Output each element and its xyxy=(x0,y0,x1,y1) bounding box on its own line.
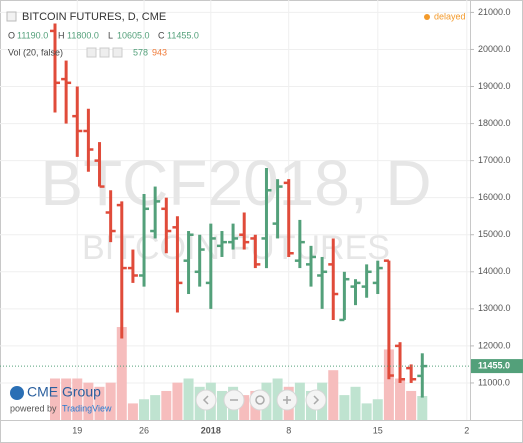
volume-bar xyxy=(72,378,83,420)
ohlc-key: H xyxy=(58,30,65,40)
last-price-label: 11455.0 xyxy=(478,360,510,370)
powered-by: powered by xyxy=(10,403,57,413)
y-tick-label: 17000.0 xyxy=(478,155,511,165)
volume-bar xyxy=(383,349,394,420)
x-tick-label: 15 xyxy=(373,425,383,435)
nav-buttons xyxy=(195,389,327,411)
logo-mark xyxy=(10,386,24,400)
volume-bar xyxy=(127,403,138,420)
ohlc-legend: O 11190.0 H 11800.0 L 10605.0 C 11455.0 xyxy=(8,30,199,40)
icon xyxy=(202,395,209,405)
volume-bar xyxy=(116,327,127,420)
settings-button[interactable] xyxy=(86,47,97,58)
y-tick-label: 12000.0 xyxy=(478,340,511,350)
ohlc-key: C xyxy=(158,30,165,40)
status: delayed xyxy=(434,11,466,21)
scroll-right-button[interactable] xyxy=(305,389,327,411)
volume-bar xyxy=(50,378,60,420)
volume-bar xyxy=(350,386,361,420)
x-tick-label: 19 xyxy=(72,425,82,435)
volume-bar xyxy=(216,390,227,420)
y-tick-label: 18000.0 xyxy=(478,118,511,128)
x-tick-label: 2018 xyxy=(201,425,221,435)
volume-bar xyxy=(361,403,372,420)
volume-bar xyxy=(172,382,183,420)
volume-bar xyxy=(105,382,116,420)
x-tick-label: 8 xyxy=(286,425,291,435)
volume-bar xyxy=(161,390,172,420)
x-tick-label: 2 xyxy=(464,425,469,435)
icon xyxy=(255,395,265,405)
watermark-symbol: BTCF2018, D xyxy=(40,147,431,219)
volume-bar xyxy=(183,378,194,420)
volume-bar xyxy=(83,382,94,420)
volume-bar xyxy=(406,390,417,420)
axes: 11000.0 12000.0 13000.0 14000.0 15000.0 16000… xyxy=(0,7,523,435)
volume-bar xyxy=(294,382,305,420)
ohlc-value: 11455.0 xyxy=(167,30,199,40)
y-tick-label: 19000.0 xyxy=(478,81,511,91)
volume-bar xyxy=(395,378,406,420)
volume-bar xyxy=(150,395,161,420)
ohlc-value: 11190.0 xyxy=(17,30,48,40)
ohlc-key: O xyxy=(8,30,15,40)
scroll-left-button[interactable] xyxy=(195,389,217,411)
volume-bar xyxy=(94,386,105,420)
y-tick-label: 16000.0 xyxy=(478,192,511,202)
reset-button[interactable] xyxy=(249,389,271,411)
volume-label: Vol (20, false) xyxy=(8,47,63,57)
y-tick-label: 11000.0 xyxy=(478,377,510,387)
icon xyxy=(313,395,320,405)
volume-bar xyxy=(328,370,339,420)
volume-bar xyxy=(417,396,428,420)
hide-button[interactable] xyxy=(99,47,110,58)
volume-bar xyxy=(339,395,350,420)
volume-ma: 943 xyxy=(152,47,167,57)
y-tick-label: 13000.0 xyxy=(478,303,511,313)
y-tick-label: 14000.0 xyxy=(478,266,511,276)
ohlc-key: L xyxy=(108,30,113,40)
volume-bar xyxy=(139,399,150,420)
volume-value: 578 xyxy=(133,47,148,57)
symbol-title: BITCOIN FUTURES, D, CME xyxy=(22,11,166,23)
y-tick-label: 20000.0 xyxy=(478,44,511,54)
watermark-name: BITCOIN FUTURES xyxy=(82,229,390,267)
ohlc-value: 11800.0 xyxy=(67,30,99,40)
logo: CME Group xyxy=(27,384,101,400)
icon xyxy=(283,396,291,404)
platform: TradingView xyxy=(62,403,112,413)
y-tick-label: 15000.0 xyxy=(478,229,511,239)
ohlc-value: 10605.0 xyxy=(117,30,150,40)
volume-bar xyxy=(239,395,250,420)
price-layer xyxy=(50,23,428,398)
nav-icons xyxy=(202,395,320,405)
status-dot xyxy=(424,14,430,20)
volume-bar xyxy=(372,399,383,420)
close-button[interactable] xyxy=(112,47,123,58)
volume-bar xyxy=(61,378,72,420)
symbol-icon[interactable] xyxy=(6,11,17,22)
last-price-tag xyxy=(471,359,523,374)
y-tick-label: 21000.0 xyxy=(478,7,511,17)
x-tick-label: 26 xyxy=(139,425,149,435)
